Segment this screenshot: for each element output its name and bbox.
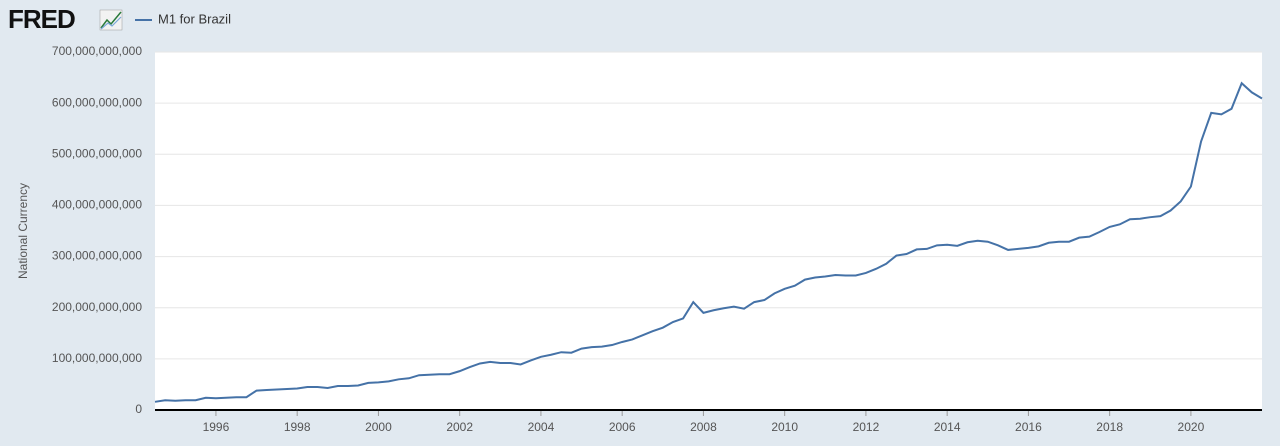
plot-area [155,52,1262,410]
x-tick-label: 2002 [446,420,473,434]
logo: FRED [8,4,75,34]
y-tick-label: 300,000,000,000 [52,249,142,263]
x-tick-label: 2004 [528,420,555,434]
x-tick-label: 2010 [771,420,798,434]
logo-icon [99,9,123,31]
y-tick-label: 400,000,000,000 [52,198,142,212]
x-tick-label: 2018 [1096,420,1123,434]
y-tick-label: 700,000,000,000 [52,44,142,58]
y-tick-label: 500,000,000,000 [52,146,142,160]
x-tick-label: 1996 [203,420,230,434]
x-tick-label: 1998 [284,420,311,434]
data-line [154,81,1263,403]
x-tick-label: 2000 [365,420,392,434]
y-tick-label: 0 [135,402,142,416]
y-tick-label: 100,000,000,000 [52,351,142,365]
x-tick-label: 2012 [853,420,880,434]
y-tick-label: 200,000,000,000 [52,300,142,314]
legend-label: M1 for Brazil [158,11,231,26]
x-tick-label: 2008 [690,420,717,434]
x-tick-label: 2006 [609,420,636,434]
x-tick-label: 2016 [1015,420,1042,434]
y-axis-label: National Currency [16,183,30,279]
x-tick-label: 2020 [1178,420,1205,434]
y-tick-label: 600,000,000,000 [52,95,142,109]
x-tick-label: 2014 [934,420,961,434]
